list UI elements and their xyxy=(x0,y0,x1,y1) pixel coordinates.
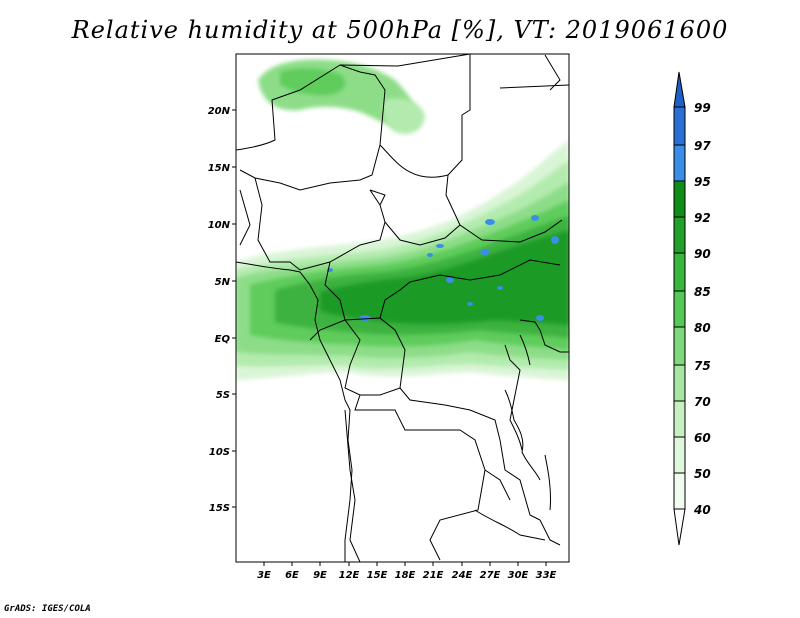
lat-label-eq: EQ xyxy=(215,334,231,345)
colorbar-bin-92-95 xyxy=(673,180,686,218)
colorbar-bottom-arrow xyxy=(673,508,686,546)
colorbar-label-70: 70 xyxy=(694,395,711,409)
rh-95-spots xyxy=(327,215,559,321)
lat-tick-labels: 20N 15N 10N 5N EQ 5S 10S 15S xyxy=(208,106,231,514)
lat-label-5s: 5S xyxy=(216,390,230,401)
colorbar-top-arrow xyxy=(673,71,686,108)
colorbar-bin-70-75 xyxy=(673,364,686,402)
rh-90-region xyxy=(320,230,569,325)
colorbar-bin-97-99 xyxy=(673,106,686,146)
map-border xyxy=(235,53,570,563)
lon-label-12e: 12E xyxy=(339,570,360,581)
lon-label-27e: 27E xyxy=(480,570,501,581)
lat-label-15n: 15N xyxy=(208,163,231,174)
lat-label-20n: 20N xyxy=(208,106,231,117)
colorbar-bin-90-92 xyxy=(673,216,686,254)
colorbar-bin-40-50 xyxy=(673,472,686,510)
colorbar-label-99: 99 xyxy=(694,101,711,115)
humidity-field xyxy=(236,59,569,380)
colorbar-label-60: 60 xyxy=(694,431,711,445)
lon-label-18e: 18E xyxy=(395,570,416,581)
lon-label-24e: 24E xyxy=(452,570,473,581)
colorbar-label-97: 97 xyxy=(694,139,711,153)
colorbar-label-85: 85 xyxy=(694,285,711,299)
lat-label-5n: 5N xyxy=(215,277,231,288)
colorbar-label-50: 50 xyxy=(694,467,711,481)
rh-north-patch-2 xyxy=(383,98,425,135)
coastlines xyxy=(236,261,541,562)
lon-tick-labels: 3E 6E 9E 12E 15E 18E 21E 24E 27E 30E 33E xyxy=(257,570,556,581)
colorbar-bin-75-80 xyxy=(673,326,686,366)
colorbar-bin-85-90 xyxy=(673,252,686,292)
colorbar-label-80: 80 xyxy=(694,321,711,335)
colorbar-bin-60-70 xyxy=(673,400,686,438)
colorbar-labels: 99 97 95 92 90 85 80 75 70 60 50 40 xyxy=(693,101,711,517)
lat-label-15s: 15S xyxy=(209,503,230,514)
colorbar-label-95: 95 xyxy=(694,175,711,189)
lon-label-33e: 33E xyxy=(536,570,557,581)
lon-label-3e: 3E xyxy=(257,570,271,581)
colorbar-label-75: 75 xyxy=(694,359,711,373)
country-borders xyxy=(236,54,569,562)
lat-label-10n: 10N xyxy=(208,220,231,231)
colorbar-bin-95-97 xyxy=(673,144,686,182)
lon-label-15e: 15E xyxy=(367,570,388,581)
map-title: Relative humidity at 500hPa [%], VT: 201… xyxy=(71,16,729,44)
colorbar-label-40: 40 xyxy=(693,503,711,517)
lon-label-9e: 9E xyxy=(313,570,327,581)
lat-tick-marks xyxy=(232,109,236,508)
colorbar-label-92: 92 xyxy=(694,211,711,225)
lon-label-6e: 6E xyxy=(285,570,299,581)
lon-label-30e: 30E xyxy=(508,570,529,581)
credit-label: GrADS: IGES/COLA xyxy=(4,604,91,614)
colorbar-bin-80-85 xyxy=(673,290,686,328)
colorbar xyxy=(673,71,686,546)
lat-label-10s: 10S xyxy=(209,447,230,458)
colorbar-label-90: 90 xyxy=(694,247,711,261)
colorbar-bin-50-60 xyxy=(673,436,686,474)
lon-tick-marks xyxy=(263,562,547,566)
lon-label-21e: 21E xyxy=(423,570,444,581)
